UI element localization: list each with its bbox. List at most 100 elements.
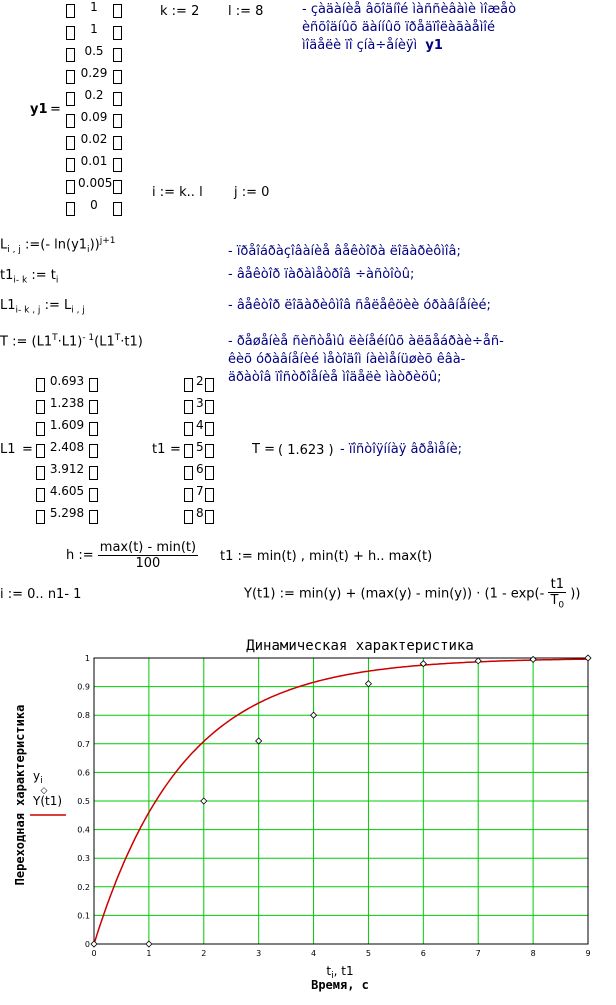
t1-bracket-left	[184, 444, 193, 458]
L-formula: Li , j :=(- ln(y1i))j+1	[0, 236, 116, 255]
T-rhs-end: ·t1)	[120, 334, 143, 350]
y1-value: 0	[90, 198, 98, 212]
data-point	[309, 711, 318, 719]
y-axis-label: Переходная характеристика	[13, 705, 27, 886]
y-tick-label: 0.5	[77, 797, 90, 806]
comment-y1-line2: èñõîäíûõ äàííûõ ïðåäïîëàãàåìîé	[302, 20, 495, 35]
data-point	[419, 660, 427, 668]
y1-bracket-left	[66, 202, 75, 216]
L1-bracket-left	[36, 488, 45, 502]
Y-fraction-denominator: T0	[548, 593, 566, 611]
t1-bracket-right	[205, 444, 214, 458]
y1-bracket-left	[66, 136, 75, 150]
comment-y1-line3-text: ìîäåëè ïî çíà÷åíèÿì	[302, 38, 418, 53]
h-numerator: max(t) - min(t)	[97, 540, 199, 556]
y-tick-label: 0.9	[77, 683, 90, 692]
data-point	[255, 737, 263, 745]
L1-bracket-left	[36, 422, 45, 436]
comment-L: - ïðåîáðàçîâàíèå âåêòîðà ëîãàðèôìîâ;	[228, 244, 461, 259]
legend-yi: yi	[33, 769, 43, 786]
L-subscript: i , j	[7, 244, 21, 255]
L1-bracket-right	[89, 378, 98, 392]
x-label-tail: , t1	[334, 964, 354, 978]
t1-bracket-right	[205, 466, 214, 480]
y1-value: 1	[90, 22, 98, 36]
x-tick-labels: 0 1 2 3 4 5 6 7 8 9	[91, 949, 590, 958]
t1-range-formula: t1 := min(t) , min(t) + h.. max(t)	[220, 549, 433, 564]
L1-result-label: L1	[0, 442, 16, 457]
L1-bracket-right	[89, 444, 98, 458]
L1-value: 1.238	[49, 396, 85, 410]
h-fraction: max(t) - min(t) 100	[97, 540, 199, 571]
L1-bracket-left	[36, 400, 45, 414]
y1-value: 0.2	[84, 88, 104, 102]
legend-yi-marker: ◇	[41, 786, 48, 796]
t1-bracket-left	[184, 422, 193, 436]
t1-bracket-right	[205, 488, 214, 502]
equals-sign: =	[50, 102, 61, 117]
y-tick-label: 0.2	[77, 883, 90, 892]
t1-value: 6	[196, 462, 204, 476]
x-axis-top-label: ti, t1	[326, 964, 353, 981]
comment-y1-line3: ìîäåëè ïî çíà÷åíèÿì y1	[302, 38, 443, 54]
x-tick-label: 6	[421, 949, 426, 958]
x-tick-label: 2	[201, 949, 206, 958]
L-rhs-subscript: i	[87, 244, 90, 255]
L1-bracket-left	[36, 466, 45, 480]
Y-end: ))	[570, 586, 581, 602]
y1-bracket-left	[66, 114, 75, 128]
T-transpose-2: T	[114, 333, 121, 343]
j-definition: j := 0	[234, 185, 270, 200]
L-superscript: j+1	[99, 236, 116, 246]
Y-den-symbol: T	[550, 593, 559, 608]
chart-grid	[93, 657, 589, 945]
data-point	[200, 797, 208, 805]
y-tick-label: 0.8	[77, 711, 90, 720]
y-tick-label: 0.4	[77, 826, 90, 835]
t1-value: 4	[196, 418, 204, 432]
L1-bracket-left	[36, 378, 45, 392]
y1-bracket-right	[113, 92, 122, 106]
t1-value: 3	[196, 396, 204, 410]
t1-formula: t1i- k := ti	[0, 268, 58, 286]
data-point	[145, 940, 153, 948]
comment-L1: - âåêòîð ëîãàðèôìîâ ñåëåêöèè óðàâíåíèé;	[228, 298, 491, 313]
data-point	[364, 680, 373, 688]
x-label-main: t	[326, 964, 331, 978]
L1-value: 1.609	[49, 418, 85, 432]
y1-bracket-right	[113, 158, 122, 172]
L1-value: 5.298	[49, 506, 85, 520]
k-definition: k := 2	[160, 4, 200, 19]
t1-bracket-left	[184, 466, 193, 480]
L1-value: 0.693	[49, 374, 85, 388]
data-point	[584, 654, 592, 662]
y1-value: 0.005	[78, 176, 113, 190]
L1-rhs: := L	[44, 298, 72, 313]
y1-bracket-left	[66, 158, 75, 172]
L1-result-equals: =	[22, 442, 33, 457]
y1-bracket-right	[113, 4, 122, 18]
L1-bracket-left	[36, 444, 45, 458]
T-result-value: ( 1.623 )	[278, 443, 334, 458]
legend-yi-sub: i	[40, 776, 43, 786]
x-tick-label: 9	[585, 949, 590, 958]
y-tick-label: 1	[85, 654, 90, 663]
t1-result-label: t1	[152, 442, 166, 457]
comment-T-line1: - ðåøåíèå ñèñòåìû ëèíåéíûõ àëãåáðàè÷åñ-	[228, 334, 504, 349]
x-tick-label: 1	[146, 949, 151, 958]
comment-T-line3: äðàòîâ ïîñòðîåíèå ìîäåëè ìàòðèöû;	[228, 370, 442, 385]
t1-value: 2	[196, 374, 204, 388]
L1-bracket-right	[89, 488, 98, 502]
h-denominator: 100	[135, 556, 161, 571]
legend-yi-main: y	[33, 769, 40, 783]
t1-value: 7	[196, 484, 204, 498]
L1-symbol: L1	[0, 298, 16, 313]
y-tick-label: 0.7	[77, 740, 90, 749]
L1-bracket-right	[89, 510, 98, 524]
y-tick-label: 0.1	[77, 911, 90, 920]
L1-vector: 0.693 1.238 1.609 2.408 3.912 4.605 5.298	[36, 374, 98, 534]
y1-bracket-right	[113, 202, 122, 216]
y1-bracket-left	[66, 180, 75, 194]
x-tick-label: 4	[311, 949, 316, 958]
y1-bracket-right	[113, 180, 122, 194]
